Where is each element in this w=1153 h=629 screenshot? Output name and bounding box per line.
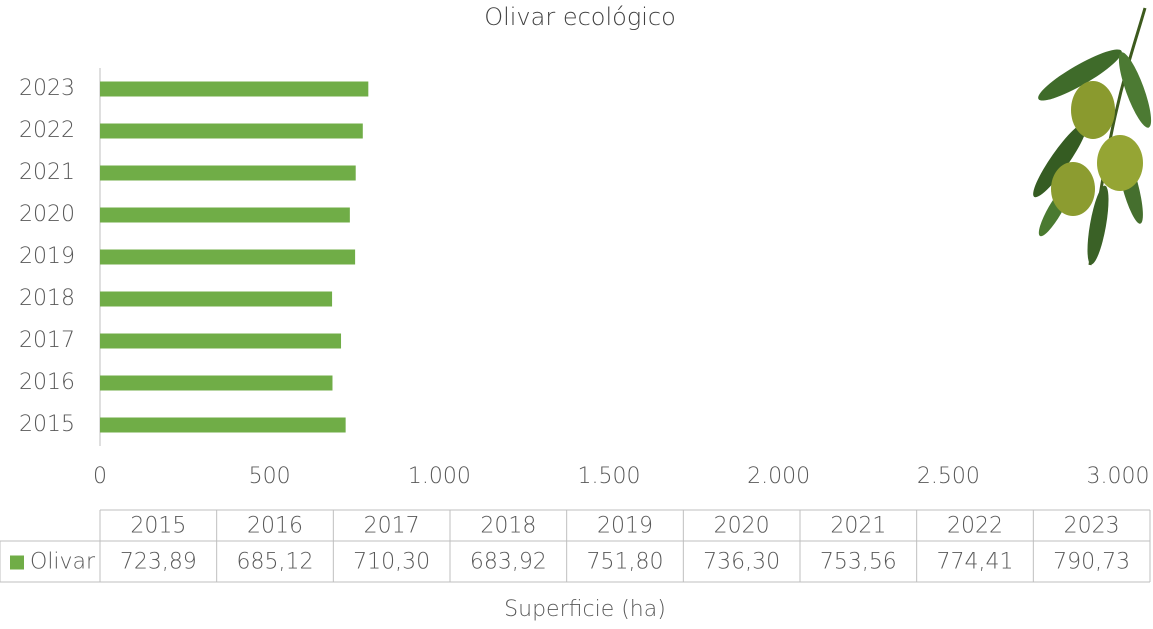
x-tick-label: 500 — [249, 464, 291, 489]
bar — [100, 417, 346, 433]
legend-swatch — [10, 555, 24, 570]
y-tick-label: 2021 — [19, 160, 75, 185]
y-tick-label: 2019 — [19, 244, 75, 269]
x-tick-label: 2.000 — [747, 464, 810, 489]
x-tick-label: 1.500 — [578, 464, 641, 489]
table-header: 2020 — [714, 514, 770, 539]
y-tick-label: 2017 — [19, 328, 75, 353]
table-value: 685,12 — [237, 550, 314, 575]
table-header: 2022 — [947, 514, 1003, 539]
table-value: 753,56 — [820, 550, 897, 575]
x-axis-title: Superficie (ha) — [504, 597, 666, 622]
y-tick-label: 2020 — [19, 202, 75, 227]
y-tick-label: 2022 — [19, 118, 75, 143]
bar — [100, 207, 350, 223]
table-header: 2016 — [247, 514, 303, 539]
y-tick-label: 2016 — [19, 370, 75, 395]
bar — [100, 165, 356, 181]
table-value: 774,41 — [937, 550, 1014, 575]
table-header: 2015 — [130, 514, 186, 539]
bar — [100, 81, 369, 97]
bar — [100, 333, 342, 349]
chart-title: Olivar ecológico — [484, 3, 676, 31]
olive-illustration — [1033, 7, 1152, 266]
table-header: 2019 — [597, 514, 653, 539]
bar — [100, 375, 333, 391]
y-tick-label: 2023 — [19, 76, 75, 101]
x-tick-label: 2.500 — [917, 464, 980, 489]
table-header: 2021 — [830, 514, 886, 539]
bar — [100, 249, 356, 265]
legend-label: Olivar — [30, 550, 96, 575]
table-header: 2023 — [1064, 514, 1120, 539]
table-header: 2018 — [480, 514, 536, 539]
table-value: 710,30 — [353, 550, 430, 575]
y-tick-label: 2015 — [19, 412, 75, 437]
table-value: 736,30 — [703, 550, 780, 575]
table-header: 2017 — [364, 514, 420, 539]
table-value: 751,80 — [587, 550, 664, 575]
x-tick-label: 1.000 — [408, 464, 471, 489]
table-value: 790,73 — [1053, 550, 1130, 575]
table-value: 723,89 — [120, 550, 197, 575]
table-value: 683,92 — [470, 550, 547, 575]
x-tick-label: 3.000 — [1087, 464, 1150, 489]
bar — [100, 123, 363, 139]
y-tick-label: 2018 — [19, 286, 75, 311]
x-tick-label: 0 — [93, 464, 107, 489]
bar — [100, 291, 333, 307]
